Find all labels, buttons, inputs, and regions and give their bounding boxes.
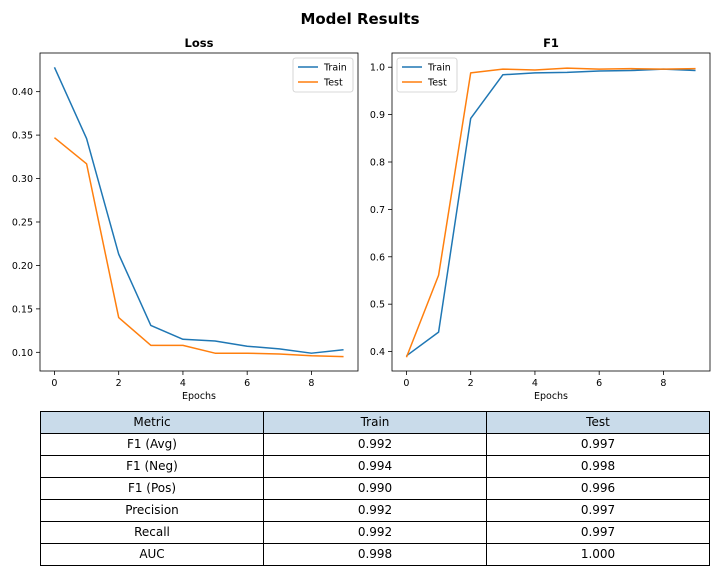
metric-name: Precision [40, 499, 264, 522]
series-line-train [53, 67, 344, 354]
y-tick-label: 1.0 [370, 63, 385, 74]
y-tick-label: 0.7 [370, 205, 385, 216]
y-tick-label: 0.25 [12, 217, 33, 228]
x-tick-label: 8 [308, 378, 314, 389]
legend: Train Test [396, 57, 458, 93]
table-row: AUC 0.998 1.000 [40, 543, 710, 566]
metric-name: Recall [40, 521, 264, 544]
table-row: F1 (Avg) 0.992 0.997 [40, 433, 710, 456]
y-tick-label: 0.20 [12, 261, 33, 272]
header-train: Train [263, 411, 487, 434]
table-row: F1 (Pos) 0.990 0.996 [40, 477, 710, 500]
train-value: 0.992 [263, 499, 487, 522]
table-row: Recall 0.992 0.997 [40, 521, 710, 544]
series-line-test [53, 137, 344, 358]
x-tick-label: 6 [596, 378, 602, 389]
table-header-row: Metric Train Test [40, 411, 710, 434]
f1-chart: F10 2 4 6 80.40.50.60.70.80.91.0EpochsTrainT… [370, 36, 711, 402]
header-metric: Metric [40, 411, 264, 434]
legend-label-test: Test [323, 78, 343, 89]
y-tick-label: 0.4 [370, 347, 385, 358]
header-test: Test [486, 411, 710, 434]
table-row: F1 (Neg) 0.994 0.998 [40, 455, 710, 478]
test-value: 0.996 [486, 477, 710, 500]
loss-chart: Loss 0 2 4 6 8 0.10 0.15 0.20 0.25 0.30 0.35 0.40 Epo… [12, 36, 359, 402]
x-tick-label: 6 [244, 378, 250, 389]
test-value: 1.000 [486, 543, 710, 566]
series-line-test [405, 67, 696, 358]
metric-name: F1 (Neg) [40, 455, 264, 478]
x-tick-label: 0 [403, 378, 409, 389]
y-tick-label: 0.8 [370, 158, 385, 169]
legend-label-test: Test [427, 78, 447, 89]
x-tick-label: 2 [468, 378, 474, 389]
metric-name: AUC [40, 543, 264, 566]
y-tick-label: 0.30 [12, 174, 33, 185]
train-value: 0.992 [263, 521, 487, 544]
figure-canvas: Model Results Loss 0 2 4 6 8 0.10 0.15 0.20 0.25 0… [12, 10, 711, 402]
train-value: 0.990 [263, 477, 487, 500]
legend-label-train: Train [323, 63, 347, 74]
y-tick-label: 0.6 [370, 252, 385, 263]
train-value: 0.998 [263, 543, 487, 566]
train-value: 0.992 [263, 433, 487, 456]
metric-name: F1 (Avg) [40, 433, 264, 456]
y-tick-label: 0.35 [12, 131, 33, 142]
x-axis-label: Epochs [534, 391, 568, 402]
metric-name: F1 (Pos) [40, 477, 264, 500]
legend-label-train: Train [427, 63, 451, 74]
table-row: Precision 0.992 0.997 [40, 499, 710, 522]
figure-title: Model Results [300, 10, 419, 28]
y-tick-label: 0.15 [12, 304, 33, 315]
y-tick-label: 0.10 [12, 348, 33, 359]
chart-title: F1 [543, 36, 559, 50]
x-tick-label: 4 [532, 378, 538, 389]
y-tick-label: 0.5 [370, 300, 385, 311]
test-value: 0.997 [486, 499, 710, 522]
results-table: Metric Train Test F1 (Avg) 0.992 0.997 F… [40, 411, 710, 566]
y-tick-label: 0.9 [370, 110, 385, 121]
train-value: 0.994 [263, 455, 487, 478]
test-value: 0.997 [486, 433, 710, 456]
x-tick-label: 0 [51, 378, 57, 389]
series-line-train [406, 68, 696, 357]
x-tick-label: 2 [116, 378, 122, 389]
plot-frame [39, 52, 359, 372]
y-tick-label: 0.40 [12, 87, 33, 98]
x-tick-label: 4 [180, 378, 186, 389]
x-tick-label: 8 [660, 378, 666, 389]
test-value: 0.997 [486, 521, 710, 544]
x-axis-label: Epochs [182, 391, 216, 402]
test-value: 0.998 [486, 455, 710, 478]
legend: Train Test [292, 57, 354, 93]
plot-frame [391, 52, 711, 372]
chart-title: Loss [185, 36, 214, 50]
